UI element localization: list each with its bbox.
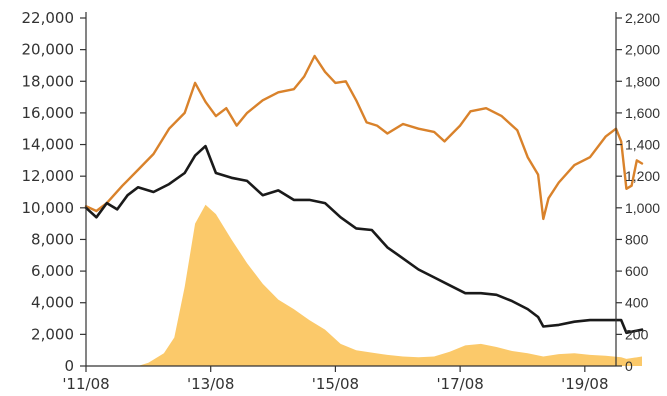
left-tick-label: 18,000 (22, 72, 75, 90)
right-tick-label: 1,200 (625, 168, 660, 184)
line-series-1 (84, 144, 644, 335)
left-tick-label: 10,000 (22, 199, 75, 217)
right-tick-label: 2,200 (625, 10, 660, 26)
right-tick-label: 1,400 (625, 137, 660, 153)
x-tick-label: '17/08 (436, 375, 483, 393)
x-tick-label: '15/08 (312, 375, 359, 393)
right-tick-label: 200 (625, 326, 649, 342)
right-tick-label: 1,600 (625, 105, 660, 121)
area-series-2 (86, 204, 642, 366)
tick-labels: 0 2,000 4,000 6,000 8,000 10,000 12,000 14,000 1… (22, 9, 661, 393)
line-series-0 (84, 54, 644, 221)
left-tick-label: 22,000 (22, 9, 75, 27)
left-tick-label: 20,000 (22, 41, 75, 59)
left-tick-label: 0 (64, 357, 74, 375)
right-tick-label: 1,000 (625, 200, 660, 216)
right-tick-label: 600 (625, 263, 649, 279)
x-tick-label: '11/08 (62, 375, 109, 393)
right-tick-label: 0 (625, 358, 633, 374)
left-tick-label: 4,000 (31, 294, 74, 312)
right-tick-label: 400 (625, 295, 649, 311)
axes (80, 12, 622, 372)
area-series-layer (86, 204, 642, 366)
left-tick-label: 2,000 (31, 325, 74, 343)
left-tick-label: 16,000 (22, 104, 75, 122)
x-tick-label: '13/08 (187, 375, 234, 393)
left-tick-label: 14,000 (22, 136, 75, 154)
line-series-layer (84, 54, 644, 335)
left-tick-label: 12,000 (22, 167, 75, 185)
x-tick-label: '19/08 (561, 375, 608, 393)
right-tick-label: 800 (625, 231, 649, 247)
left-tick-label: 8,000 (31, 230, 74, 248)
right-tick-label: 1,800 (625, 73, 660, 89)
right-tick-label: 2,000 (625, 42, 660, 58)
left-tick-label: 6,000 (31, 262, 74, 280)
